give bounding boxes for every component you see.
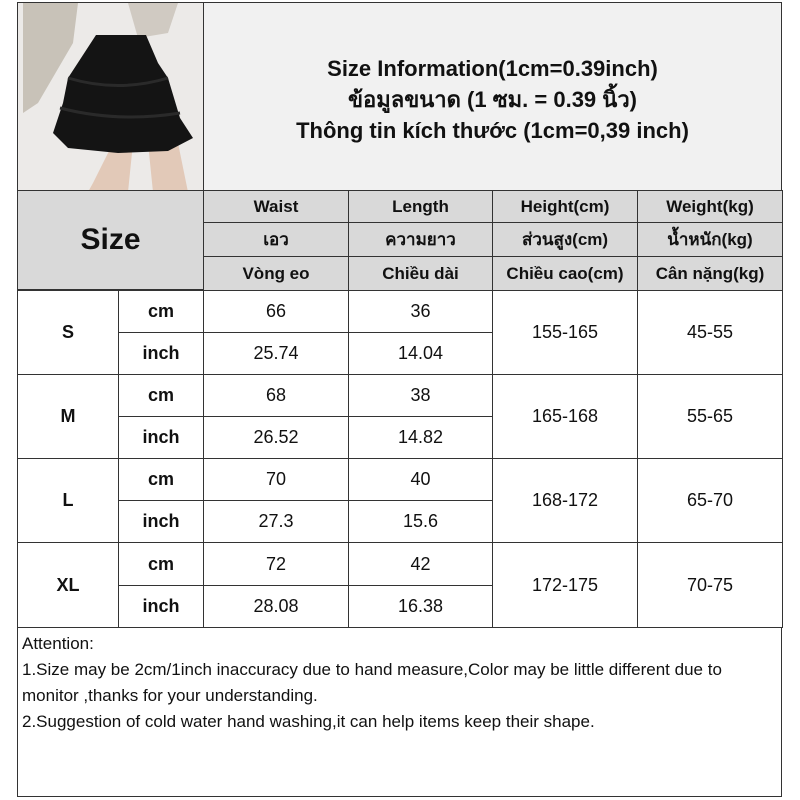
waist-cm: 70 [203, 458, 349, 501]
waist-cm: 68 [203, 374, 349, 417]
length-cm: 40 [348, 458, 493, 501]
weight-range: 70-75 [637, 542, 783, 628]
column-header: Waist [203, 190, 349, 223]
weight-range: 45-55 [637, 290, 783, 375]
attention-note: 1.Size may be 2cm/1inch inaccuracy due t… [22, 660, 722, 705]
height-range: 165-168 [492, 374, 638, 459]
column-header: Chiều dài [348, 256, 493, 291]
title-vietnamese: Thông tin kích thước (1cm=0,39 inch) [296, 118, 689, 143]
column-header: Cân nặng(kg) [637, 256, 783, 291]
column-header: Chiều cao(cm) [492, 256, 638, 291]
unit-label: cm [118, 374, 204, 417]
weight-range: 55-65 [637, 374, 783, 459]
waist-inch: 26.52 [203, 416, 349, 459]
length-cm: 38 [348, 374, 493, 417]
column-header: เอว [203, 222, 349, 257]
column-header: ความยาว [348, 222, 493, 257]
column-header: Height(cm) [492, 190, 638, 223]
waist-inch: 25.74 [203, 332, 349, 375]
attention-note: 2.Suggestion of cold water hand washing,… [22, 712, 595, 731]
unit-label: cm [118, 290, 204, 333]
unit-label: cm [118, 458, 204, 501]
unit-label: inch [118, 332, 204, 375]
unit-label: inch [118, 416, 204, 459]
height-range: 172-175 [492, 542, 638, 628]
height-range: 168-172 [492, 458, 638, 543]
product-photo [17, 2, 204, 191]
length-cm: 42 [348, 542, 493, 586]
size-label: L [17, 458, 119, 543]
unit-label: cm [118, 542, 204, 586]
column-header: Length [348, 190, 493, 223]
waist-inch: 28.08 [203, 585, 349, 628]
title-english: Size Information(1cm=0.39inch) [327, 56, 658, 81]
column-header: Vòng eo [203, 256, 349, 291]
height-range: 155-165 [492, 290, 638, 375]
length-inch: 14.04 [348, 332, 493, 375]
waist-cm: 66 [203, 290, 349, 333]
weight-range: 65-70 [637, 458, 783, 543]
size-label: XL [17, 542, 119, 628]
size-header: Size [17, 190, 204, 290]
attention-notes: Attention: 1.Size may be 2cm/1inch inacc… [17, 627, 782, 797]
column-header: Weight(kg) [637, 190, 783, 223]
size-label: S [17, 290, 119, 375]
waist-inch: 27.3 [203, 500, 349, 543]
title-thai: ข้อมูลขนาด (1 ซม. = 0.39 นิ้ว) [347, 87, 637, 112]
length-inch: 15.6 [348, 500, 493, 543]
column-header: น้ำหนัก(kg) [637, 222, 783, 257]
size-label: M [17, 374, 119, 459]
skirt-image [18, 3, 203, 190]
column-header: ส่วนสูง(cm) [492, 222, 638, 257]
length-inch: 14.82 [348, 416, 493, 459]
unit-label: inch [118, 585, 204, 628]
attention-heading: Attention: [22, 634, 94, 653]
length-inch: 16.38 [348, 585, 493, 628]
waist-cm: 72 [203, 542, 349, 586]
size-info-title: Size Information(1cm=0.39inch) ข้อมูลขนา… [203, 2, 782, 191]
unit-label: inch [118, 500, 204, 543]
length-cm: 36 [348, 290, 493, 333]
